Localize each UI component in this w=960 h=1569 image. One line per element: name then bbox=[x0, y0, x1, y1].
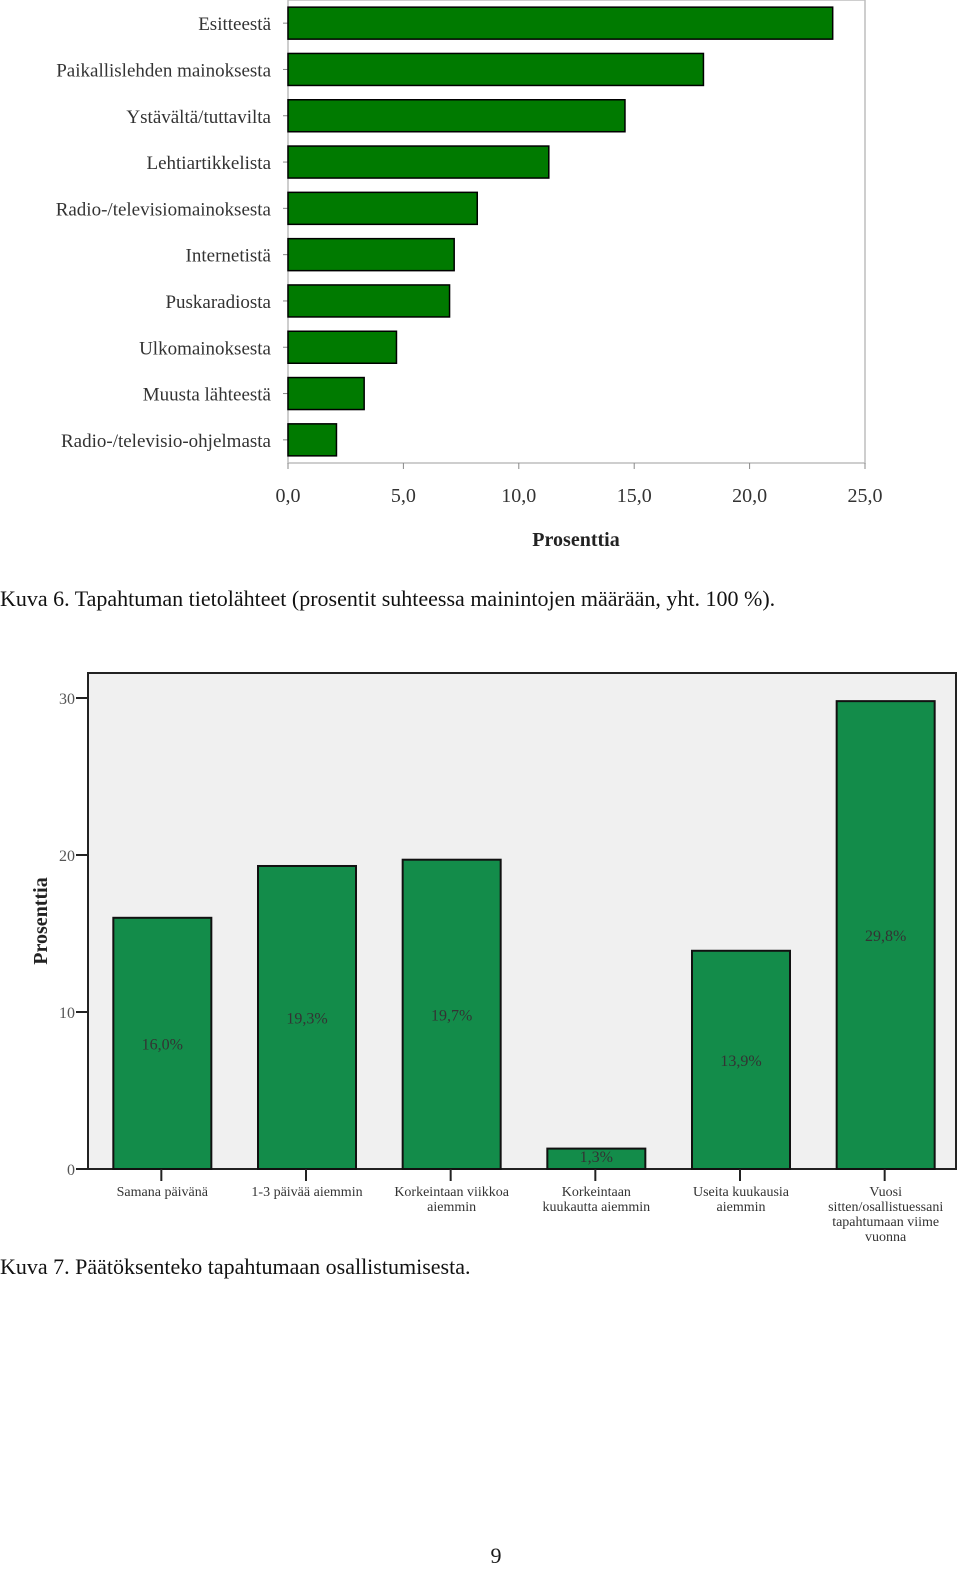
x-axis-title: Prosenttia bbox=[532, 529, 619, 551]
data-label: 1,3% bbox=[580, 1149, 613, 1166]
x-tick-label: 5,0 bbox=[391, 485, 416, 507]
y-tick-label: 30 bbox=[59, 691, 75, 708]
data-label: 19,7% bbox=[431, 1007, 472, 1024]
y-tick-label: Ulkomainoksesta bbox=[139, 338, 271, 359]
bar bbox=[287, 191, 479, 226]
chart-decision-timing: 0 10 20 30 Prosenttia 16,0% Samana päivänä 19,3… bbox=[30, 672, 957, 1245]
y-tick-label: 20 bbox=[59, 848, 75, 865]
bar bbox=[287, 52, 705, 87]
bar bbox=[287, 376, 365, 411]
y-tick-label: Puskaradiosta bbox=[165, 292, 271, 313]
data-label: 29,8% bbox=[865, 928, 906, 945]
x-tick-label: 10,0 bbox=[501, 485, 536, 507]
x-tick-label: Korkeintaan kuukautta aiemmin bbox=[542, 1185, 650, 1215]
data-label: 13,9% bbox=[720, 1053, 761, 1070]
bar bbox=[287, 330, 398, 364]
y-tick-label: Paikallislehden mainoksesta bbox=[56, 60, 271, 81]
bar bbox=[287, 145, 550, 179]
y-tick-label: Muusta lähteestä bbox=[143, 385, 272, 406]
y-tick-label: Radio-/televisio-ohjelmasta bbox=[61, 431, 272, 452]
y-tick-label: 10 bbox=[59, 1005, 75, 1022]
plot-area bbox=[87, 672, 957, 1170]
bar bbox=[287, 237, 455, 272]
chart-information-sources: Esitteestä Paikallislehden mainoksesta Yst… bbox=[56, 0, 883, 551]
bar bbox=[691, 949, 791, 1170]
figure-6-caption: Kuva 6. Tapahtuman tietolähteet (prosent… bbox=[0, 586, 776, 611]
y-tick-label: Ystävältä/tuttavilta bbox=[126, 107, 271, 128]
bar bbox=[287, 284, 451, 318]
x-tick-label: 0,0 bbox=[276, 485, 301, 507]
y-axis-title: Prosenttia bbox=[30, 877, 52, 964]
x-tick-label: 25,0 bbox=[848, 485, 883, 507]
page-number: 9 bbox=[490, 1543, 502, 1568]
data-label: 19,3% bbox=[286, 1010, 327, 1027]
bar bbox=[287, 6, 834, 40]
x-tick-label: Korkeintaan viikkoa aiemmin bbox=[394, 1185, 509, 1215]
figure-7-caption: Kuva 7. Päätöksenteko tapahtumaan osalli… bbox=[0, 1254, 471, 1279]
x-tick-label: Samana päivänä bbox=[117, 1185, 209, 1200]
bar bbox=[112, 916, 213, 1170]
x-tick-label: Vuosi sitten/osallistuessani tapahtumaan v… bbox=[828, 1185, 943, 1245]
y-tick-label: Lehtiartikkelista bbox=[146, 153, 271, 174]
bar bbox=[287, 99, 626, 133]
bar bbox=[287, 423, 338, 457]
x-tick-label: Useita kuukausia aiemmin bbox=[693, 1185, 790, 1215]
x-tick-label: 15,0 bbox=[617, 485, 652, 507]
y-tick-label: Esitteestä bbox=[198, 14, 271, 35]
y-tick-label: Internetistä bbox=[186, 246, 272, 267]
y-tick-label: 0 bbox=[67, 1162, 75, 1179]
bar bbox=[835, 700, 936, 1170]
x-tick-label: 1-3 päivää aiemmin bbox=[251, 1185, 362, 1200]
y-tick-label: Radio-/televisiomainoksesta bbox=[56, 199, 272, 220]
data-label: 16,0% bbox=[142, 1036, 183, 1053]
x-tick-label: 20,0 bbox=[732, 485, 767, 507]
